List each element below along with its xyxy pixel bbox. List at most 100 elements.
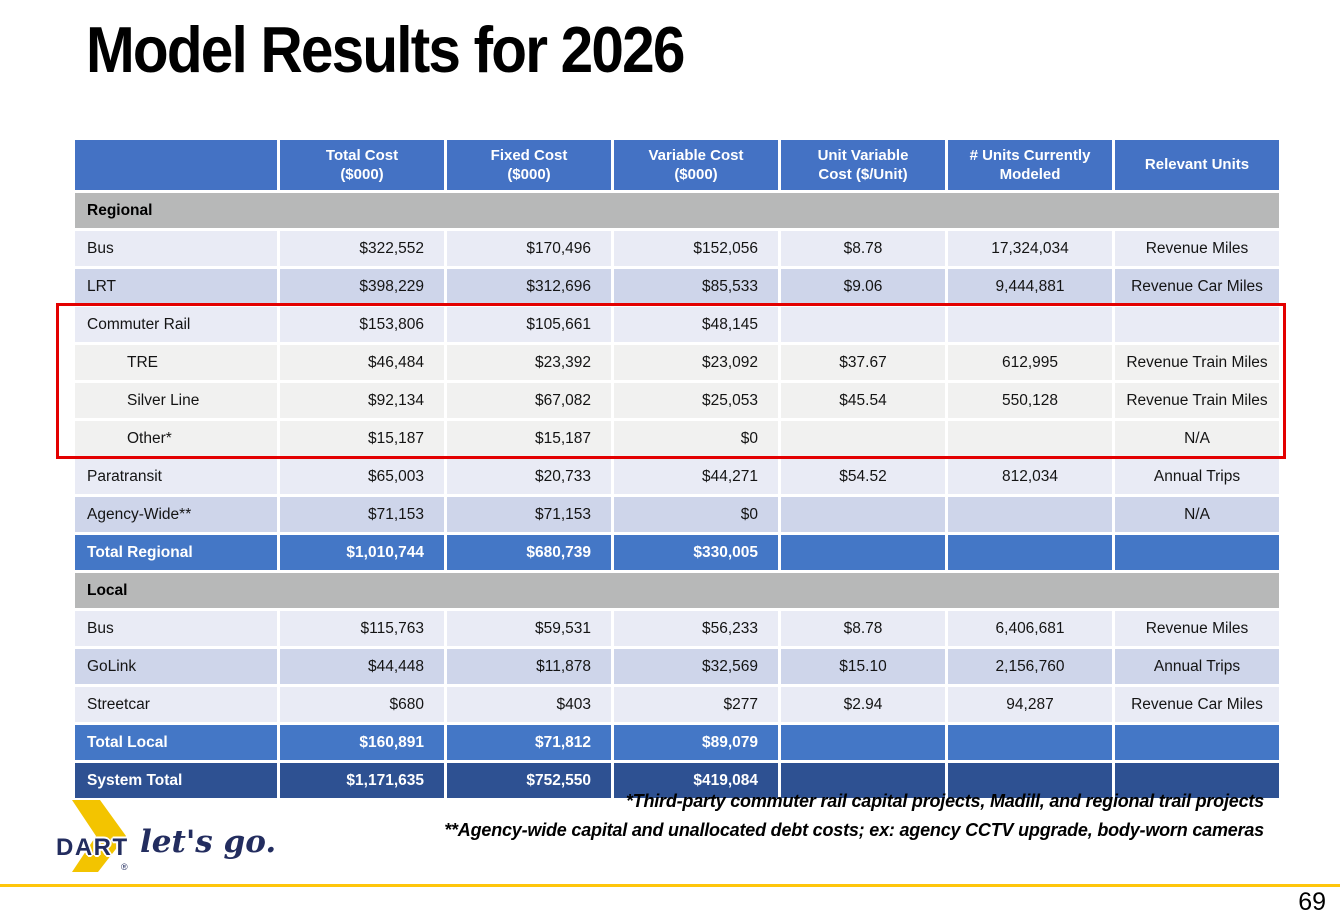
table-row: GoLink $44,448 $11,878 $32,569 $15.10 2,156,7… <box>75 649 1279 684</box>
table-row: Agency-Wide** $71,153 $71,153 $0 N/A <box>75 497 1279 532</box>
cell: 94,287 <box>948 687 1112 722</box>
cell: $71,153 <box>280 497 444 532</box>
dart-logo: DART ® let's go. <box>56 796 276 876</box>
row-label: Agency-Wide** <box>75 497 277 532</box>
column-header: Relevant Units <box>1115 140 1279 190</box>
cell: $45.54 <box>781 383 945 418</box>
table-row: LRT $398,229 $312,696 $85,533 $9.06 9,444,881… <box>75 269 1279 304</box>
cell <box>781 421 945 456</box>
cell: $2.94 <box>781 687 945 722</box>
page-title: Model Results for 2026 <box>86 13 685 86</box>
cell: $398,229 <box>280 269 444 304</box>
cell: Revenue Train Miles <box>1115 383 1279 418</box>
footnote-agency-wide: **Agency-wide capital and unallocated de… <box>444 819 1264 840</box>
cell: N/A <box>1115 497 1279 532</box>
cell: Revenue Car Miles <box>1115 269 1279 304</box>
cell <box>1115 307 1279 342</box>
cell: Revenue Miles <box>1115 231 1279 266</box>
cell <box>781 497 945 532</box>
section-row: Regional <box>75 193 1279 228</box>
cell: $54.52 <box>781 459 945 494</box>
row-label: Silver Line <box>75 383 277 418</box>
row-label: TRE <box>75 345 277 380</box>
cell: $92,134 <box>280 383 444 418</box>
row-label: Streetcar <box>75 687 277 722</box>
cell: 17,324,034 <box>948 231 1112 266</box>
cell <box>1115 763 1279 798</box>
section-label: Regional <box>75 193 1279 228</box>
cell: $32,569 <box>614 649 778 684</box>
row-label: Other* <box>75 421 277 456</box>
cell: $680 <box>280 687 444 722</box>
cell: 812,034 <box>948 459 1112 494</box>
cell: $0 <box>614 497 778 532</box>
cell: $11,878 <box>447 649 611 684</box>
table-row: Total Local $160,891 $71,812 $89,079 <box>75 725 1279 760</box>
table-row: TRE $46,484 $23,392 $23,092 $37.67 612,995 Rev… <box>75 345 1279 380</box>
section-label: Local <box>75 573 1279 608</box>
cell: $23,392 <box>447 345 611 380</box>
cell <box>948 535 1112 570</box>
cell: $15,187 <box>447 421 611 456</box>
cell: Annual Trips <box>1115 649 1279 684</box>
column-header: Unit Variable Cost ($/Unit) <box>781 140 945 190</box>
cell: $0 <box>614 421 778 456</box>
cell: $170,496 <box>447 231 611 266</box>
table-row: Bus $115,763 $59,531 $56,233 $8.78 6,406,681 R… <box>75 611 1279 646</box>
cell: $44,448 <box>280 649 444 684</box>
cell <box>781 535 945 570</box>
cell: $23,092 <box>614 345 778 380</box>
cell: Revenue Car Miles <box>1115 687 1279 722</box>
header-row: Total Cost ($000) Fixed Cost ($000) Variab… <box>75 140 1279 190</box>
cell <box>948 497 1112 532</box>
dart-arrow-icon <box>72 800 126 872</box>
cell: $65,003 <box>280 459 444 494</box>
row-label: LRT <box>75 269 277 304</box>
model-results-table: Total Cost ($000) Fixed Cost ($000) Variab… <box>72 137 1282 801</box>
cell: $330,005 <box>614 535 778 570</box>
cell <box>948 725 1112 760</box>
cell: 612,995 <box>948 345 1112 380</box>
table-row: Total Regional $1,010,744 $680,739 $330,005 <box>75 535 1279 570</box>
cell: 9,444,881 <box>948 269 1112 304</box>
cell: $1,171,635 <box>280 763 444 798</box>
cell: $71,812 <box>447 725 611 760</box>
results-table: Total Cost ($000) Fixed Cost ($000) Variab… <box>72 137 1282 801</box>
cell <box>1115 535 1279 570</box>
table-row: Silver Line $92,134 $67,082 $25,053 $45.54 55… <box>75 383 1279 418</box>
footnotes: *Third-party commuter rail capital proje… <box>444 787 1264 845</box>
row-label: Total Regional <box>75 535 277 570</box>
cell: $160,891 <box>280 725 444 760</box>
cell <box>781 763 945 798</box>
cell: $46,484 <box>280 345 444 380</box>
cell: $8.78 <box>781 231 945 266</box>
column-header: Variable Cost ($000) <box>614 140 778 190</box>
column-header: Fixed Cost ($000) <box>447 140 611 190</box>
brand-tagline: let's go. <box>140 824 277 860</box>
cell <box>1115 725 1279 760</box>
cell: $59,531 <box>447 611 611 646</box>
footnote-commuter-rail: *Third-party commuter rail capital proje… <box>625 791 1264 811</box>
row-label: Paratransit <box>75 459 277 494</box>
cell: $752,550 <box>447 763 611 798</box>
brand-name: DART <box>56 834 129 861</box>
cell: 2,156,760 <box>948 649 1112 684</box>
page-number: 69 <box>1298 888 1326 916</box>
table-row: System Total $1,171,635 $752,550 $419,084 <box>75 763 1279 798</box>
cell <box>781 307 945 342</box>
cell: $419,084 <box>614 763 778 798</box>
cell: Revenue Miles <box>1115 611 1279 646</box>
cell: $85,533 <box>614 269 778 304</box>
cell: $20,733 <box>447 459 611 494</box>
cell <box>948 421 1112 456</box>
cell: $71,153 <box>447 497 611 532</box>
cell <box>948 763 1112 798</box>
cell: $105,661 <box>447 307 611 342</box>
cell: $67,082 <box>447 383 611 418</box>
cell: 550,128 <box>948 383 1112 418</box>
cell: $312,696 <box>447 269 611 304</box>
cell: $15.10 <box>781 649 945 684</box>
cell: $56,233 <box>614 611 778 646</box>
footer-rule <box>0 884 1340 887</box>
